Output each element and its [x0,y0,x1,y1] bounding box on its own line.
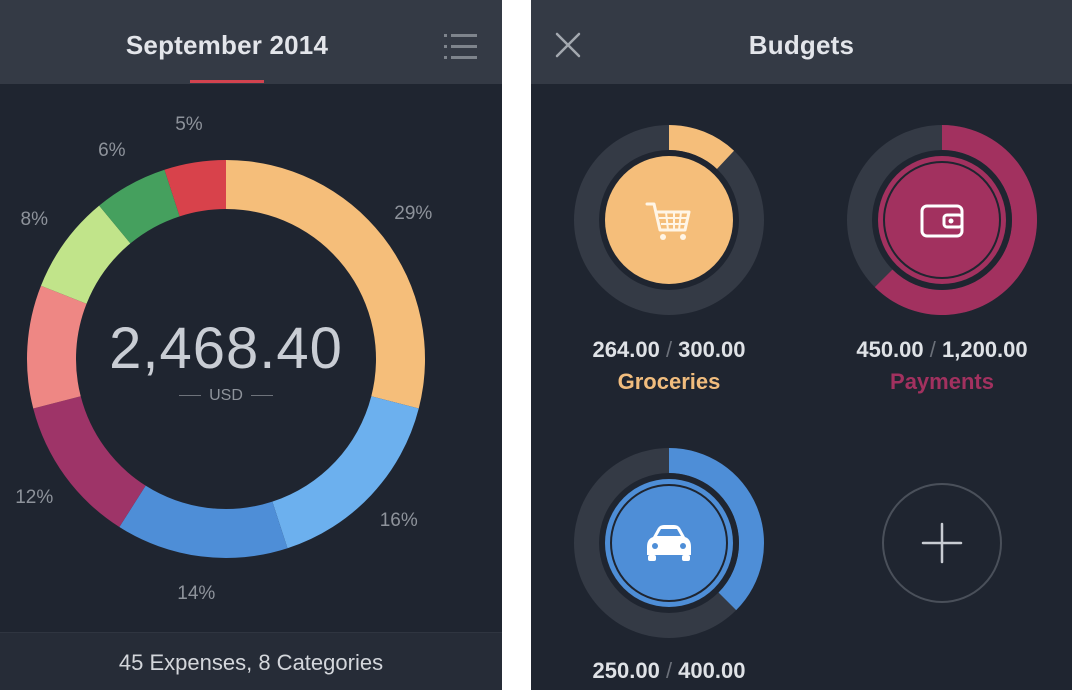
plus-icon [882,483,1002,603]
budget-ring[interactable] [574,448,765,638]
groceries-spent: 264.00 [592,337,660,362]
transport-amount: 250.00 / 400.00 [592,658,746,683]
segment-percent-label: 12% [15,487,54,509]
donut-segment[interactable] [119,485,288,558]
payments-spent: 450.00 [856,337,924,362]
list-icon [444,34,477,59]
donut-segment[interactable] [164,160,226,217]
segment-percent-label: 16% [379,510,418,532]
car-icon [647,525,691,561]
month-title[interactable]: September 2014 [125,30,329,60]
month-underline [190,80,264,83]
segment-percent-label: % [0,333,9,355]
payments-name[interactable]: Payments [890,369,994,394]
summary-footer[interactable]: 45 Expenses, 8 Categories [0,632,502,690]
segment-percent-label: 8% [20,208,48,230]
budget-progress-arc [669,448,765,611]
budget-progress-arc [874,125,1038,315]
overview-screen: September 2014 29% 16% 14% 12%% 8% 6% 5% 2,468… [0,0,502,690]
donut-segment[interactable] [33,396,146,528]
segment-percent-label: 14% [177,583,216,605]
currency-label: USD [166,387,286,405]
groceries-amount: 264.00 / 300.00 [592,337,746,362]
list-menu-button[interactable] [440,30,480,64]
budget-ring[interactable] [847,125,1038,315]
groceries-limit: 300.00 [678,337,746,362]
budget-rings [574,125,1038,638]
donut-segment[interactable] [99,169,180,244]
segment-percent-label: 5% [175,113,203,135]
overview-header: September 2014 [0,0,502,84]
expense-summary: 45 Expenses, 8 Categories [118,650,384,675]
budget-icon-circle [878,156,1006,284]
budget-ring[interactable] [574,125,764,315]
budgets-title: Budgets [748,30,855,60]
expense-donut-chart[interactable] [0,0,502,690]
budget-icon-circle [605,156,733,284]
payments-limit: 1,200.00 [942,337,1028,362]
currency-text: USD [209,387,243,404]
budgets-header: Budgets [531,0,1072,84]
total-amount: 2,468.40 [109,316,343,381]
donut-segment[interactable] [40,205,131,304]
donut-segment[interactable] [27,285,87,409]
close-icon [555,32,581,58]
transport-limit: 400.00 [678,658,746,683]
groceries-name[interactable]: Groceries [617,369,721,394]
donut-segment[interactable] [226,160,425,409]
segment-percent-label: 6% [98,140,126,162]
close-button[interactable] [551,28,587,64]
budget-progress-arc [669,125,735,169]
transport-spent: 250.00 [592,658,660,683]
segment-percent-label: 29% [394,202,433,224]
wallet-icon [920,204,964,238]
donut-segment[interactable] [272,396,419,549]
budgets-screen: Budgets 264.00 / 300.00 Groceries 450.00… [531,0,1072,690]
add-budget-button[interactable] [881,482,1003,604]
cart-icon [645,202,691,240]
payments-amount: 450.00 / 1,200.00 [856,337,1028,362]
